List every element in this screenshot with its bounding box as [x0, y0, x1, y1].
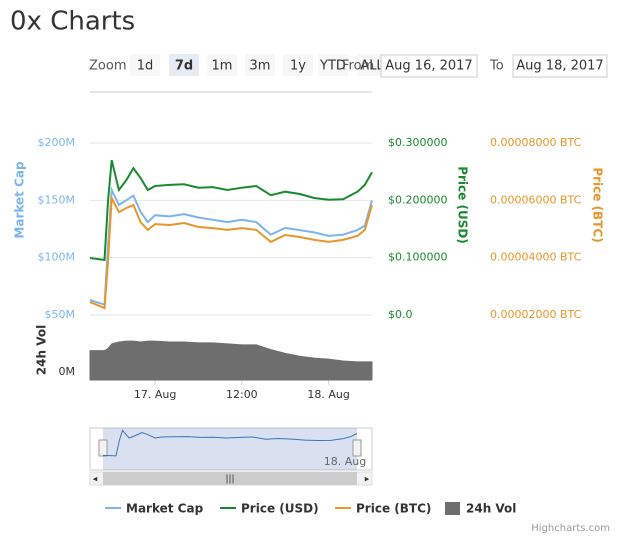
zoom-button[interactable]: [130, 54, 160, 76]
y-tick-label: $0.200000: [388, 193, 448, 206]
zoom-button[interactable]: [318, 54, 348, 76]
zoom-button[interactable]: [169, 54, 199, 76]
legend-label[interactable]: Market Cap: [126, 502, 204, 516]
zoom-buttons: 1d 7d 1m 3m 1y YTD ALL: [130, 54, 387, 76]
y-tick-label: $0.300000: [388, 136, 448, 149]
x-tick-label: 18. Aug: [307, 388, 349, 401]
zoom-label: Zoom: [89, 59, 126, 74]
axis-title: Price (BTC): [591, 167, 605, 242]
y-tick-label: 0.00004000 BTC: [490, 251, 582, 264]
axis-title: Market Cap: [13, 161, 27, 239]
axis-title: 24h Vol: [35, 325, 49, 375]
y-tick-label: $200M: [38, 136, 76, 149]
y-tick-label: 0M: [59, 365, 76, 378]
navigator-label: 18. Aug: [324, 455, 366, 468]
credits: Highcharts.com: [531, 523, 610, 534]
scroll-right[interactable]: ▸: [365, 475, 370, 485]
y-tick-label: $150M: [38, 193, 76, 206]
y-tick-label: 0.00002000 BTC: [490, 308, 582, 321]
zoom-button-label: 3m: [250, 59, 271, 74]
from-date: Aug 16, 2017: [385, 59, 472, 74]
zoom-button[interactable]: [357, 54, 387, 76]
page-title: 0x Charts: [10, 7, 135, 37]
from-label: From: [342, 59, 374, 74]
zoom-button[interactable]: [283, 54, 313, 76]
to-date: Aug 18, 2017: [516, 59, 603, 74]
scrollbar-grip: |||: [225, 475, 234, 485]
to-label: To: [489, 59, 504, 74]
navigator-selection[interactable]: [103, 428, 357, 470]
to-input[interactable]: [512, 54, 608, 78]
navigator-series: [102, 429, 358, 457]
series-line: [89, 194, 373, 310]
zoom-button-label: YTD: [319, 59, 346, 74]
scroll-left[interactable]: ◂: [93, 475, 98, 485]
zoom-button[interactable]: [207, 54, 237, 76]
zoom-button-label: 7d: [175, 59, 193, 74]
y-tick-label: 0.00008000 BTC: [490, 136, 582, 149]
y-tick-label: $0.0: [388, 308, 413, 321]
y-tick-label: $0.100000: [388, 251, 448, 264]
y-tick-label: $100M: [38, 251, 76, 264]
x-tick-label: 17. Aug: [134, 388, 176, 401]
y-tick-label: 0.00006000 BTC: [490, 193, 582, 206]
series-line: [89, 186, 373, 307]
legend-label[interactable]: Price (BTC): [356, 502, 431, 516]
scrollbar-thumb[interactable]: [103, 472, 357, 485]
axis-title: Price (USD): [456, 166, 470, 244]
from-input[interactable]: [380, 54, 478, 78]
zoom-button-label: ALL: [360, 59, 384, 74]
y-tick-label: $50M: [45, 308, 76, 321]
x-tick-label: 12:00: [226, 388, 258, 401]
legend-label[interactable]: 24h Vol: [466, 502, 516, 516]
zoom-button[interactable]: [245, 54, 275, 76]
zoom-button-label: 1y: [290, 59, 306, 74]
zoom-button-label: 1m: [212, 59, 233, 74]
navigator-handle[interactable]: [98, 439, 108, 457]
zoom-button-label: 1d: [137, 59, 154, 74]
series-area: [89, 340, 373, 381]
legend-symbol: [445, 502, 460, 515]
series-line: [89, 159, 373, 262]
navigator-handle[interactable]: [352, 439, 362, 457]
legend-label[interactable]: Price (USD): [241, 502, 319, 516]
